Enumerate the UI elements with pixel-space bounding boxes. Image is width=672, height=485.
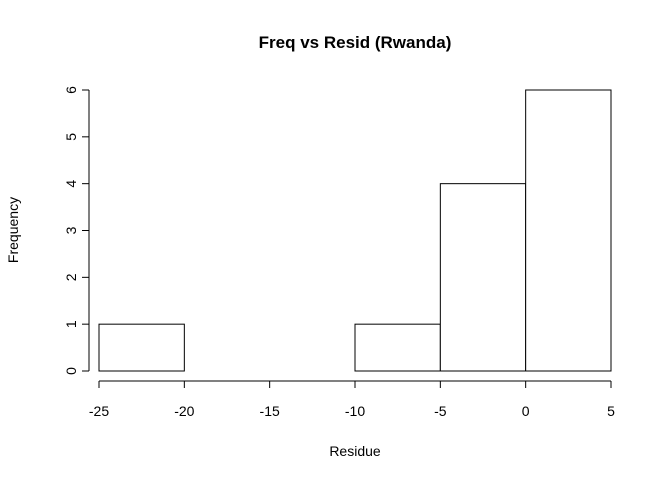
histogram-bar xyxy=(525,89,612,372)
y-tick-label: 3 xyxy=(63,226,79,234)
x-axis-label: Residue xyxy=(329,443,381,459)
bars-layer xyxy=(98,89,612,372)
x-tick-label: -10 xyxy=(345,403,365,419)
y-tick-label: 5 xyxy=(63,133,79,141)
x-tick-label: -15 xyxy=(260,403,280,419)
histogram-bar xyxy=(354,323,441,372)
y-axis: 0 1 2 3 4 5 6 xyxy=(63,86,90,375)
y-tick-label: 6 xyxy=(63,86,79,94)
y-axis-label: Frequency xyxy=(5,197,21,263)
y-tick-label: 1 xyxy=(63,320,79,328)
x-axis: -25 -20 -15 -10 -5 0 5 xyxy=(89,380,615,419)
x-tick-label: 5 xyxy=(607,403,615,419)
y-tick-label: 0 xyxy=(63,367,79,375)
chart-title: Freq vs Resid (Rwanda) xyxy=(259,33,452,52)
histogram-bar xyxy=(439,183,527,372)
x-tick-label: 0 xyxy=(522,403,530,419)
x-tick-label: -5 xyxy=(434,403,447,419)
y-tick-label: 4 xyxy=(63,180,79,188)
x-tick-label: -20 xyxy=(174,403,194,419)
y-tick-label: 2 xyxy=(63,273,79,281)
x-tick-label: -25 xyxy=(89,403,109,419)
histogram-bar xyxy=(98,323,185,372)
